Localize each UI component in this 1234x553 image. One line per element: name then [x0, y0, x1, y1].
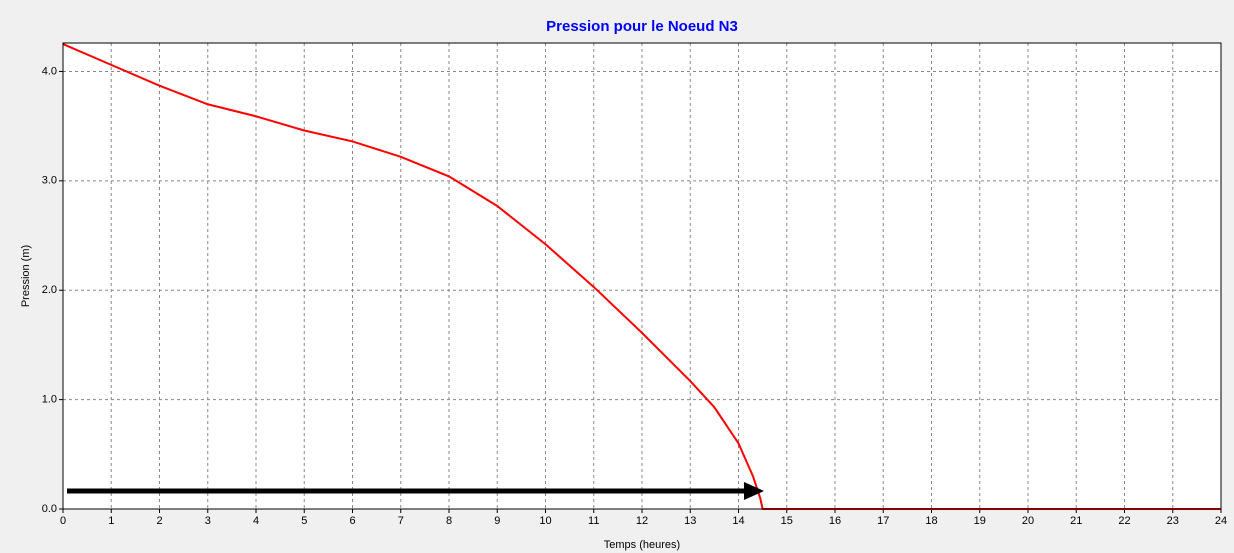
x-tick-label: 17 [877, 515, 889, 527]
y-tick-label: 0.0 [42, 503, 57, 515]
x-tick-label: 23 [1167, 515, 1179, 527]
x-tick-label: 7 [398, 515, 404, 527]
x-tick-label: 18 [925, 515, 937, 527]
x-tick-label: 2 [156, 515, 162, 527]
x-tick-label: 11 [588, 515, 599, 527]
x-tick-label: 10 [539, 515, 551, 527]
x-tick-label: 16 [829, 515, 841, 527]
plot-area [63, 43, 1221, 509]
x-tick-label: 5 [301, 515, 307, 527]
x-tick-label: 12 [636, 515, 648, 527]
annotation-arrow [67, 482, 764, 500]
chart-title: Pression pour le Noeud N3 [546, 18, 738, 35]
x-axis-label: Temps (heures) [604, 539, 680, 551]
x-tick-label: 1 [108, 515, 114, 527]
plot-border [62, 42, 1222, 510]
x-tick-label: 3 [205, 515, 211, 527]
x-tick-label: 0 [60, 515, 66, 527]
x-tick-label: 24 [1215, 515, 1227, 527]
x-tick-label: 13 [684, 515, 696, 527]
x-tick-label: 6 [349, 515, 355, 527]
x-tick-label: 20 [1022, 515, 1034, 527]
y-axis-label: Pression (m) [20, 245, 32, 307]
y-tick-label: 2.0 [42, 284, 57, 296]
plot-layer: 0.01.02.03.04.00 1 2 3 4 5 6 7 8 9 10 11 12 13 14 15 16 1… [42, 43, 1227, 527]
y-tick-label: 4.0 [42, 65, 57, 77]
x-tick-label: 9 [494, 515, 500, 527]
x-tick-label: 21 [1070, 515, 1082, 527]
x-tick-label: 15 [781, 515, 793, 527]
x-tick-label: 14 [732, 515, 744, 527]
arrow-head [744, 482, 764, 500]
x-tick-label: 4 [253, 515, 259, 527]
y-tick-label: 1.0 [42, 394, 57, 406]
x-tick-label: 22 [1118, 515, 1130, 527]
x-tick-label: 8 [446, 515, 452, 527]
x-tick-label: 19 [974, 515, 986, 527]
y-tick-label: 3.0 [42, 175, 57, 187]
